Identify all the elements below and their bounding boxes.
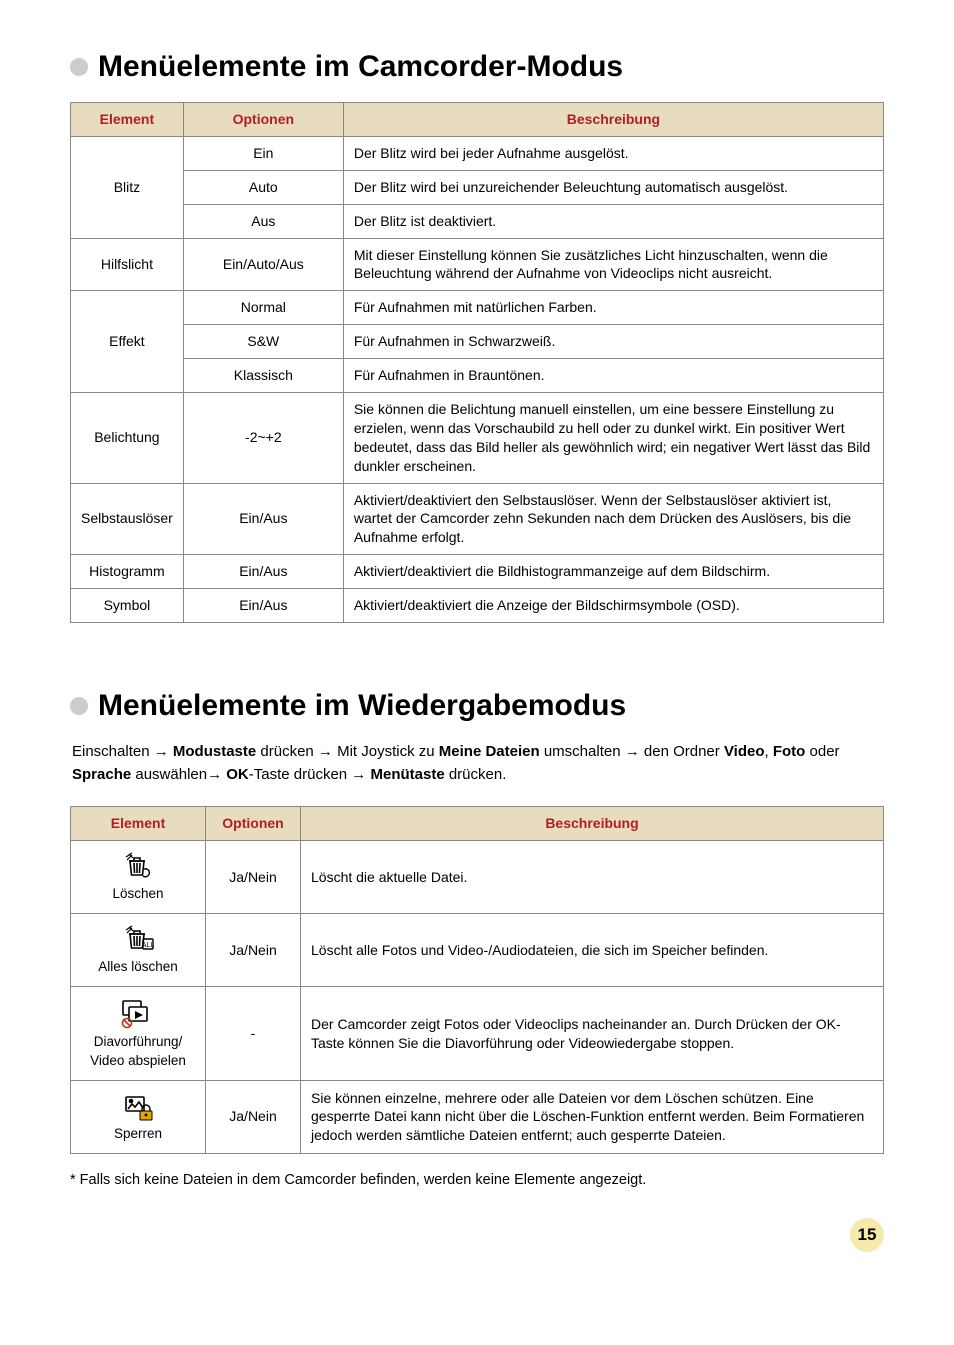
intro-text: -Taste drücken → (249, 766, 371, 783)
cell-description: Sie können einzelne, mehrere oder alle D… (301, 1080, 884, 1153)
intro-bold: Modustaste (173, 743, 256, 760)
cell-option: Ein/Aus (183, 555, 343, 589)
page-number-wrap: 15 (70, 1218, 884, 1252)
table-row: Löschen Ja/NeinLöscht die aktuelle Datei. (71, 840, 884, 913)
col-beschreibung: Beschreibung (343, 103, 883, 137)
cell-description: Aktiviert/deaktiviert die Bildhistogramm… (343, 555, 883, 589)
table-row: HistogrammEin/AusAktiviert/deaktiviert d… (71, 555, 884, 589)
cell-element: Symbol (71, 589, 184, 623)
cell-element: Blitz (71, 136, 184, 238)
playback-menu-table: Element Optionen Beschreibung Löschen Ja/… (70, 806, 884, 1154)
table-row: HilfslichtEin/Auto/AusMit dieser Einstel… (71, 238, 884, 291)
intro-text: , (765, 743, 773, 760)
cell-option: Auto (183, 170, 343, 204)
col-optionen: Optionen (183, 103, 343, 137)
section2-title: Menüelemente im Wiedergabemodus (98, 689, 626, 723)
intro-text: oder (805, 743, 839, 760)
intro-bold: OK (226, 766, 249, 783)
intro-text: auswählen→ (131, 766, 226, 783)
cell-description: Für Aufnahmen mit natürlichen Farben. (343, 291, 883, 325)
cell-description: Mit dieser Einstellung können Sie zusätz… (343, 238, 883, 291)
cell-option: Ja/Nein (206, 840, 301, 913)
table-row: SelbstauslöserEin/AusAktiviert/deaktivie… (71, 483, 884, 555)
col-element: Element (71, 103, 184, 137)
cell-option: Klassisch (183, 359, 343, 393)
table-row: EffektNormalFür Aufnahmen mit natürliche… (71, 291, 884, 325)
cell-option: - (206, 987, 301, 1080)
col-beschreibung: Beschreibung (301, 807, 884, 841)
element-label: Diavorführung/ Video abspielen (77, 1033, 199, 1069)
cell-description: Für Aufnahmen in Brauntönen. (343, 359, 883, 393)
table-row: Diavorführung/ Video abspielen-Der Camco… (71, 987, 884, 1080)
intro-bold: Foto (773, 743, 805, 760)
section1-title: Menüelemente im Camcorder-Modus (98, 50, 623, 84)
table-row: BlitzEinDer Blitz wird bei jeder Aufnahm… (71, 136, 884, 170)
slideshow-icon (119, 997, 157, 1029)
cell-element: Diavorführung/ Video abspielen (71, 987, 206, 1080)
bullet-icon (70, 58, 88, 76)
intro-text: umschalten → den Ordner (540, 743, 724, 760)
cell-element: ALL Alles löschen (71, 914, 206, 987)
cell-element: Hilfslicht (71, 238, 184, 291)
cell-option: Ein/Aus (183, 589, 343, 623)
cell-option: S&W (183, 325, 343, 359)
element-label: Löschen (77, 885, 199, 903)
lock-icon (120, 1091, 156, 1121)
intro-bold: Meine Dateien (439, 743, 540, 760)
table-row: AusDer Blitz ist deaktiviert. (71, 204, 884, 238)
element-label: Sperren (77, 1125, 199, 1143)
intro-bold: Sprache (72, 766, 131, 783)
table-row: S&WFür Aufnahmen in Schwarzweiß. (71, 325, 884, 359)
cell-element: Sperren (71, 1080, 206, 1153)
cell-description: Löscht die aktuelle Datei. (301, 840, 884, 913)
table-row: AutoDer Blitz wird bei unzureichender Be… (71, 170, 884, 204)
cell-element: Löschen (71, 840, 206, 913)
footnote: * Falls sich keine Dateien in dem Camcor… (70, 1172, 884, 1188)
table-row: ALL Alles löschenJa/NeinLöscht alle Foto… (71, 914, 884, 987)
cell-option: -2~+2 (183, 393, 343, 484)
trash-one-icon (120, 851, 156, 881)
cell-option: Ja/Nein (206, 914, 301, 987)
svg-text:ALL: ALL (142, 942, 155, 949)
cell-description: Der Camcorder zeigt Fotos oder Videoclip… (301, 987, 884, 1080)
element-label: Alles löschen (77, 958, 199, 976)
section2-intro: Einschalten → Modustaste drücken → Mit J… (70, 741, 884, 786)
cell-option: Ja/Nein (206, 1080, 301, 1153)
intro-bold: Video (724, 743, 765, 760)
cell-description: Löscht alle Fotos und Video-/Audiodateie… (301, 914, 884, 987)
table-row: Sperren Ja/NeinSie können einzelne, mehre… (71, 1080, 884, 1153)
intro-text: Einschalten → (72, 743, 173, 760)
cell-description: Aktiviert/deaktiviert die Anzeige der Bi… (343, 589, 883, 623)
cell-option: Normal (183, 291, 343, 325)
table-row: KlassischFür Aufnahmen in Brauntönen. (71, 359, 884, 393)
bullet-icon (70, 697, 88, 715)
cell-description: Der Blitz wird bei unzureichender Beleuc… (343, 170, 883, 204)
cell-option: Ein/Aus (183, 483, 343, 555)
table-row: Belichtung-2~+2Sie können die Belichtung… (71, 393, 884, 484)
section1-heading: Menüelemente im Camcorder-Modus (70, 50, 884, 84)
page-number: 15 (850, 1218, 884, 1252)
cell-element: Histogramm (71, 555, 184, 589)
col-element: Element (71, 807, 206, 841)
cell-option: Ein/Auto/Aus (183, 238, 343, 291)
cell-description: Für Aufnahmen in Schwarzweiß. (343, 325, 883, 359)
trash-all-icon: ALL (120, 924, 156, 954)
intro-text: drücken. (445, 766, 507, 783)
table-row: SymbolEin/AusAktiviert/deaktiviert die A… (71, 589, 884, 623)
cell-element: Selbstauslöser (71, 483, 184, 555)
section2-heading: Menüelemente im Wiedergabemodus (70, 689, 884, 723)
cell-description: Aktiviert/deaktiviert den Selbstauslöser… (343, 483, 883, 555)
col-optionen: Optionen (206, 807, 301, 841)
cell-description: Sie können die Belichtung manuell einste… (343, 393, 883, 484)
intro-bold: Menütaste (370, 766, 444, 783)
cell-option: Ein (183, 136, 343, 170)
cell-option: Aus (183, 204, 343, 238)
cell-description: Der Blitz ist deaktiviert. (343, 204, 883, 238)
cell-description: Der Blitz wird bei jeder Aufnahme ausgel… (343, 136, 883, 170)
cell-element: Effekt (71, 291, 184, 393)
camcorder-menu-table: Element Optionen Beschreibung BlitzEinDe… (70, 102, 884, 623)
intro-text: drücken → Mit Joystick zu (256, 743, 439, 760)
cell-element: Belichtung (71, 393, 184, 484)
